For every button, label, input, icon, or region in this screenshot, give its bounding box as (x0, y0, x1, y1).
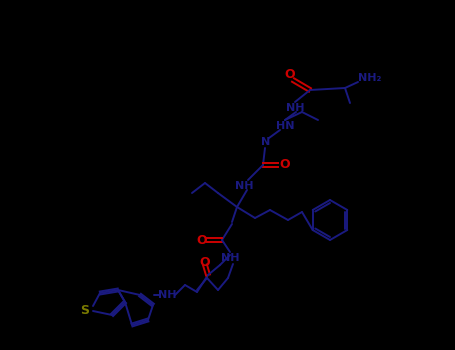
Text: O: O (200, 256, 210, 268)
Text: O: O (197, 233, 207, 246)
Text: NH: NH (158, 290, 176, 300)
Text: N: N (261, 137, 271, 147)
Text: S: S (81, 303, 90, 316)
Text: NH: NH (221, 253, 239, 263)
Text: O: O (285, 69, 295, 82)
Text: HN: HN (276, 121, 294, 131)
Text: O: O (280, 159, 290, 172)
Text: NH: NH (286, 103, 304, 113)
Text: NH₂: NH₂ (359, 73, 382, 83)
Text: NH: NH (235, 181, 253, 191)
